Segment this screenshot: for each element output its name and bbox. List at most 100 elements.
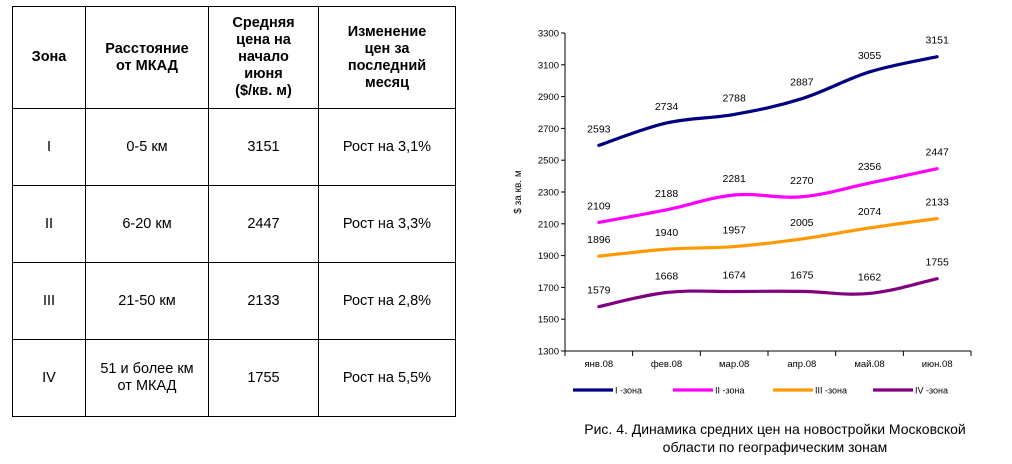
y-tick-label: 2100 [538,219,559,230]
data-label: 3055 [858,50,882,62]
data-point [733,194,735,196]
y-tick-label: 3300 [538,29,559,40]
data-label: 1674 [722,270,746,282]
data-point [869,182,870,184]
table-row: I 0-5 км 3151 Рост на 3,1% [12,108,456,186]
chart-series-lines [597,55,939,309]
data-point [801,238,803,240]
data-label: 2281 [722,173,746,185]
data-label: 1957 [722,225,746,237]
price-line-chart: 1300 1500 1700 1900 2100 2300 2500 2700 2900 3100… [513,29,972,396]
data-point [598,306,600,308]
cell-distance: 0-5 км [85,108,209,186]
series-line-3 [597,216,939,258]
x-tick-label: янв.08 [585,359,614,370]
y-tick-label: 2500 [538,156,559,167]
cell-price: 1755 [208,339,319,417]
data-label: 3151 [925,35,949,47]
cell-zone: IV [12,339,86,417]
header-zone: Зона [12,6,86,109]
data-point [936,218,938,220]
cell-zone: III [12,262,86,340]
x-tick-label: апр.08 [787,359,816,370]
data-label: 2447 [925,147,949,159]
data-point [733,246,735,248]
header-price-change: Изменение цен за последний месяц [318,6,456,109]
data-label: 2356 [858,161,882,173]
data-label: 1579 [587,285,611,297]
data-label: 2593 [587,123,611,135]
data-point [869,292,870,294]
cell-distance: 21-50 км [85,262,209,340]
series-line-1 [597,55,939,148]
price-table-container: Зона Расстояние от МКАД Средняя цена на … [12,6,456,417]
data-point [733,113,735,115]
data-label: 2270 [790,175,814,187]
data-label: 2005 [790,217,814,229]
y-axis-label: $ за кв. м [513,170,524,214]
data-label: 2887 [790,77,814,89]
cell-distance: 51 и более км от МКАД [85,339,209,417]
data-point [733,291,735,293]
data-label: 1940 [655,227,679,239]
y-tick-label: 2300 [538,188,559,199]
data-point [936,56,938,58]
x-tick-label: мар.08 [719,359,749,370]
cell-change: Рост на 2,8% [318,262,456,340]
y-tick-label: 2700 [538,124,559,135]
data-point [869,227,870,229]
series-line-2 [597,167,939,224]
data-label: 1662 [858,271,882,283]
y-tick-label: 1500 [538,315,559,326]
legend-label: III -зона [815,386,847,396]
table-header-row: Зона Расстояние от МКАД Средняя цена на … [12,6,456,109]
data-point [598,221,600,223]
header-distance: Расстояние от МКАД [85,6,209,109]
cell-distance: 6-20 км [85,185,209,263]
data-label: 2133 [925,197,949,209]
data-label: 2734 [655,101,679,113]
x-tick-label: май.08 [854,359,884,370]
cell-zone: I [12,108,86,186]
chart-data-labels: 2593 2734 2788 2887 3055 3151 2109 2188 2281 2270… [587,35,949,297]
cell-change: Рост на 5,5% [318,339,456,417]
figure-caption: Рис. 4. Динамика средних цен на новостро… [584,421,966,455]
data-point [666,291,667,293]
data-point [666,209,667,211]
data-point [801,98,803,100]
chart-legend: I -зона II -зона III -зона IV -зона [573,386,948,396]
data-point [598,144,600,146]
cell-change: Рост на 3,3% [318,185,456,263]
y-tick-label: 1700 [538,283,559,294]
data-point [598,255,600,257]
legend-label: I -зона [615,386,642,396]
y-tick-label: 3100 [538,60,559,71]
y-tick-label: 1300 [538,347,559,358]
data-label: 1755 [925,257,949,269]
cell-price: 2447 [208,185,319,263]
cell-zone: II [12,185,86,263]
data-label: 2188 [655,188,679,200]
zone-price-table: Зона Расстояние от МКАД Средняя цена на … [12,6,456,417]
y-tick-label: 2900 [538,92,559,103]
data-point [801,196,803,198]
data-label: 2074 [858,206,882,218]
data-point [666,248,667,250]
cell-change: Рост на 3,1% [318,108,456,186]
cell-price: 3151 [208,108,319,186]
data-point [936,168,938,170]
data-label: 2109 [587,200,611,212]
legend-label: IV -зона [915,386,948,396]
data-label: 1668 [655,270,679,282]
x-tick-label: фев.08 [651,359,682,370]
data-point [801,290,803,292]
header-avg-price: Средняя цена на начало июня ($/кв. м) [208,6,319,109]
table-row: II 6-20 км 2447 Рост на 3,3% [12,185,456,263]
legend-label: II -зона [715,386,745,396]
data-point [936,278,938,280]
data-point [869,71,870,73]
data-label: 1896 [587,234,611,246]
table-row: III 21-50 км 2133 Рост на 2,8% [12,262,456,340]
data-point [666,122,667,124]
data-label: 1675 [790,269,814,281]
